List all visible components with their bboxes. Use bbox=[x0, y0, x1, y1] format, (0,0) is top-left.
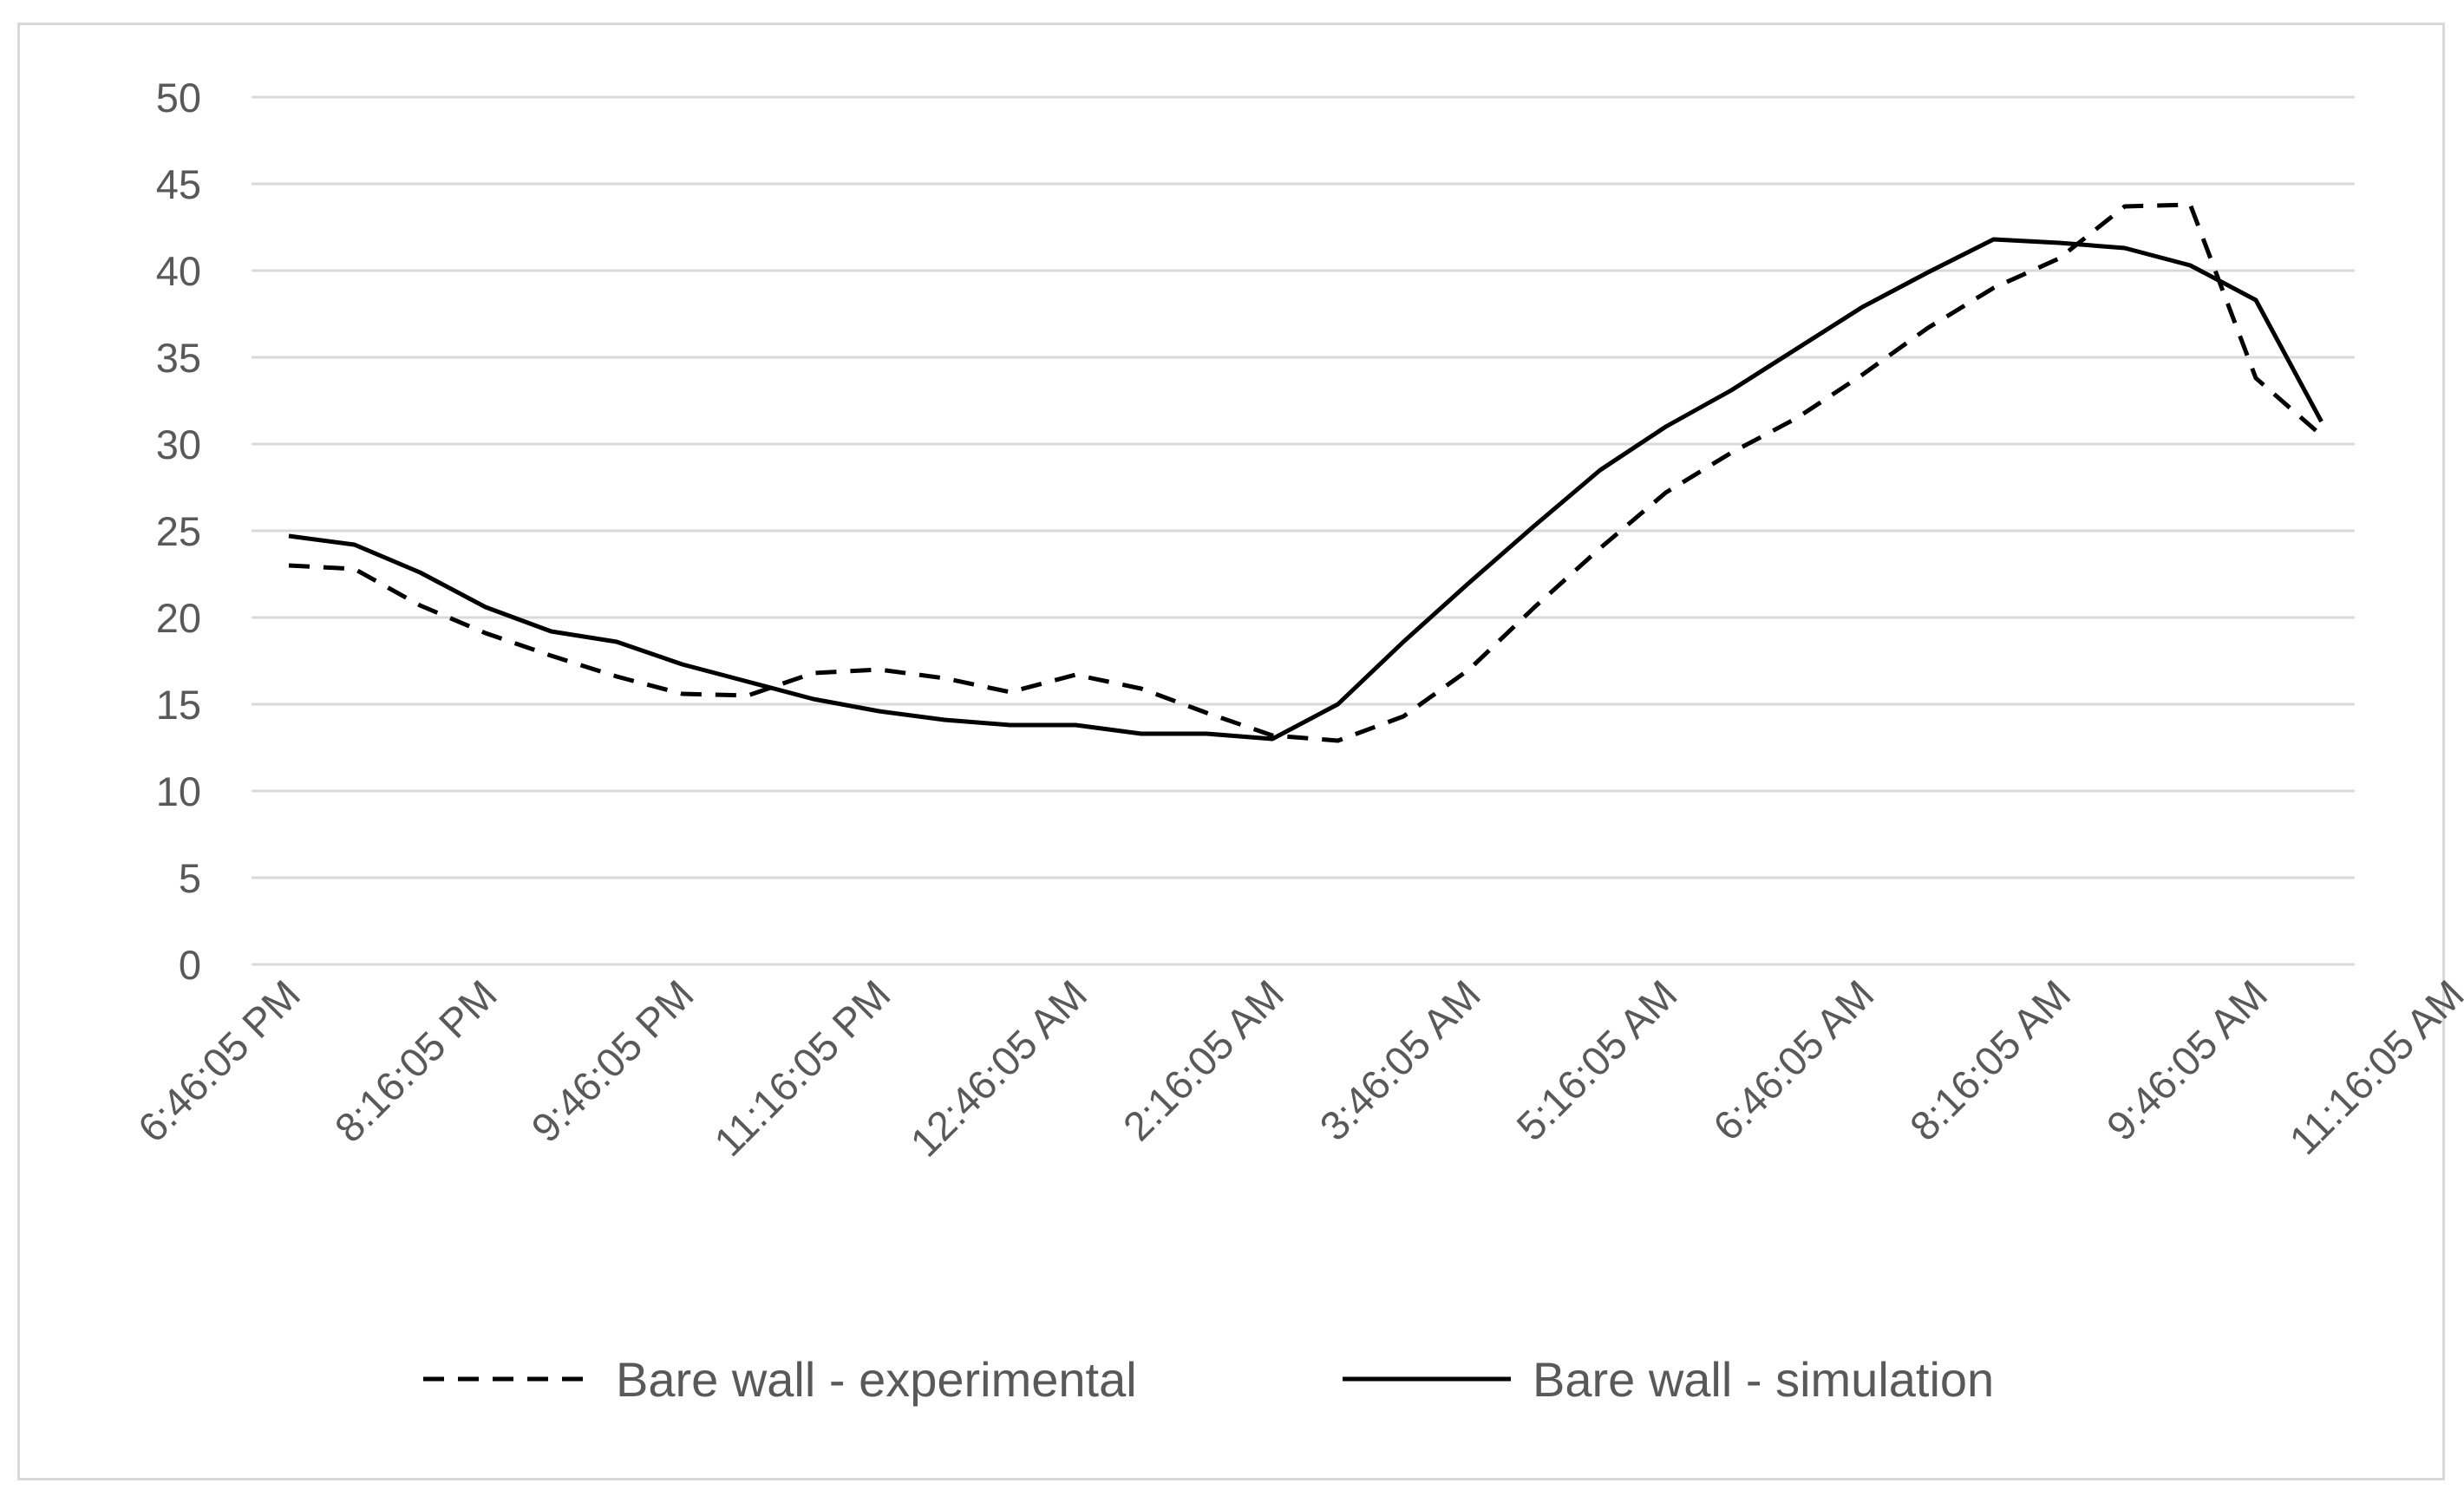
y-tick-label: 20 bbox=[156, 595, 201, 641]
y-tick-label: 50 bbox=[156, 75, 201, 121]
grid-lines bbox=[252, 95, 2355, 966]
x-axis-ticks: 6:46:05 PM 8:16:05 PM 9:46:05 PM 11:16:05 P… bbox=[129, 971, 2464, 1166]
x-tick-label: 9:46:05 AM bbox=[2097, 971, 2276, 1150]
x-tick-label: 12:46:05 AM bbox=[901, 971, 1095, 1166]
x-tick-label: 6:46:05 AM bbox=[1704, 971, 1883, 1150]
x-tick-label: 2:16:05 AM bbox=[1114, 971, 1292, 1150]
legend: Bare wall - experimental Bare wall - sim… bbox=[423, 1352, 1994, 1407]
y-tick-label: 35 bbox=[156, 335, 201, 381]
x-tick-label: 5:16:05 AM bbox=[1507, 971, 1686, 1150]
legend-label-simulation: Bare wall - simulation bbox=[1533, 1352, 1994, 1407]
y-tick-label: 40 bbox=[156, 248, 201, 294]
x-tick-label: 6:46:05 PM bbox=[129, 971, 309, 1151]
y-tick-label: 25 bbox=[156, 508, 201, 554]
x-tick-label: 11:16:05 AM bbox=[2280, 971, 2464, 1164]
series-line-experimental bbox=[288, 202, 2323, 743]
legend-label-experimental: Bare wall - experimental bbox=[616, 1352, 1137, 1407]
y-tick-label: 0 bbox=[179, 942, 201, 988]
x-tick-label: 3:46:05 AM bbox=[1310, 971, 1489, 1150]
y-tick-label: 45 bbox=[156, 161, 201, 207]
series-line-simulation bbox=[288, 237, 2323, 742]
x-tick-label: 8:16:05 PM bbox=[325, 971, 505, 1151]
y-tick-label: 30 bbox=[156, 421, 201, 467]
x-tick-label: 9:46:05 PM bbox=[522, 971, 702, 1151]
y-tick-label: 15 bbox=[156, 682, 201, 728]
y-axis-ticks: 0 5 10 15 20 25 30 35 40 45 50 bbox=[156, 75, 201, 988]
x-tick-label: 8:16:05 AM bbox=[1901, 971, 2080, 1150]
y-tick-label: 5 bbox=[179, 855, 201, 901]
x-tick-label: 11:16:05 PM bbox=[705, 971, 899, 1165]
series-lines bbox=[288, 202, 2323, 743]
y-tick-label: 10 bbox=[156, 768, 201, 814]
